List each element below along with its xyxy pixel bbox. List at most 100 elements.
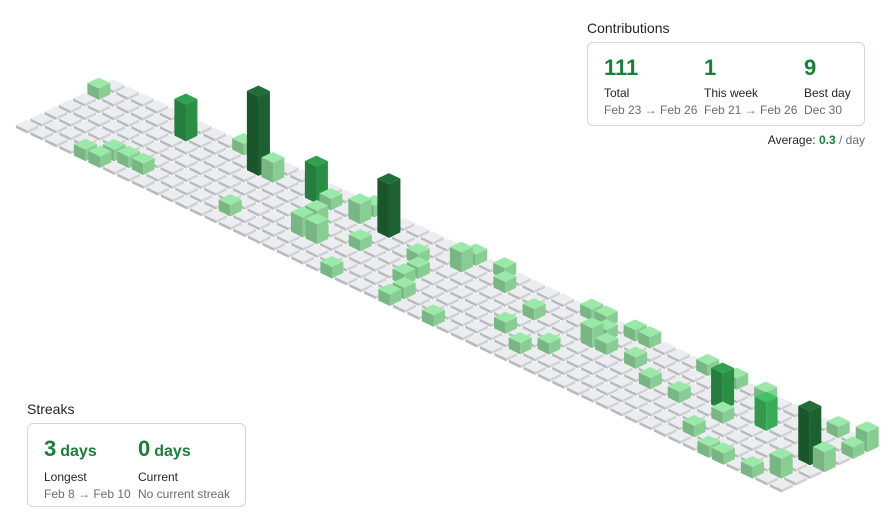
empty-day-cell — [130, 93, 154, 108]
bar-side-face — [157, 187, 170, 196]
contribution-bar — [449, 241, 473, 273]
bar-side-face — [737, 449, 750, 459]
bar-top-face — [204, 209, 228, 221]
bar-top-face — [740, 456, 764, 468]
bar-top-face — [624, 395, 648, 407]
bar-side-face — [665, 428, 677, 438]
bar-front-face — [189, 207, 202, 217]
bar-top-face — [291, 250, 315, 262]
bar-side-face — [346, 249, 358, 259]
bar-top-face — [117, 145, 141, 157]
bar-side-face — [606, 360, 619, 369]
bar-top-face — [392, 299, 416, 310]
empty-day-cell — [580, 347, 604, 362]
bar-front-face — [232, 174, 245, 183]
bar-top-face — [623, 319, 647, 331]
stat-current-streak: 0 days Current No current streak — [138, 436, 230, 501]
empty-day-cell — [609, 361, 633, 376]
bar-front-face — [145, 146, 158, 155]
empty-day-cell — [73, 92, 97, 107]
bar-side-face — [447, 284, 459, 293]
bar-top-face — [493, 292, 517, 304]
empty-day-cell — [624, 395, 648, 410]
bar-side-face — [56, 125, 68, 134]
longest-streak-range: Feb 8 → Feb 10 — [44, 487, 131, 501]
bar-front-face — [465, 338, 477, 348]
empty-day-cell — [667, 362, 691, 377]
empty-day-cell — [566, 354, 590, 369]
bar-top-face — [523, 347, 547, 359]
empty-day-cell — [145, 140, 169, 155]
bar-side-face — [432, 250, 444, 259]
bar-front-face — [552, 366, 564, 376]
empty-day-cell — [291, 237, 315, 252]
bar-top-face — [218, 175, 242, 187]
bar-front-face — [639, 421, 651, 431]
bar-top-face — [87, 113, 111, 125]
empty-day-cell — [479, 326, 503, 341]
empty-day-cell — [233, 209, 257, 224]
bar-top-face — [769, 424, 793, 435]
empty-day-cell — [609, 375, 634, 390]
bar-front-face — [87, 105, 100, 114]
bar-front-face — [552, 380, 564, 389]
bar-top-face — [203, 168, 227, 180]
bar-side-face — [186, 160, 198, 169]
bar-side-face — [649, 353, 662, 363]
bar-side-face — [360, 256, 373, 266]
bar-top-face — [247, 202, 271, 214]
bar-top-face — [725, 430, 750, 442]
bar-front-face — [551, 353, 564, 362]
bar-front-face — [174, 173, 187, 183]
bar-top-face — [304, 155, 328, 167]
bar-top-face — [189, 188, 213, 200]
contribution-bar — [754, 391, 778, 432]
bar-top-face — [349, 278, 373, 290]
bar-front-face — [624, 414, 637, 424]
bar-side-face — [258, 194, 271, 204]
bar-front-face — [652, 347, 665, 356]
bar-top-face — [291, 237, 315, 249]
bar-top-face — [464, 292, 488, 304]
bar-top-face — [653, 423, 677, 435]
bar-side-face — [201, 207, 213, 217]
bar-top-face — [261, 151, 285, 163]
current-streak-number: 0 — [138, 436, 151, 461]
contribution-bar — [174, 93, 198, 142]
bar-front-face — [580, 322, 593, 349]
bar-top-face — [740, 423, 764, 435]
empty-day-cell — [507, 286, 531, 301]
empty-day-cell — [551, 347, 576, 362]
bar-front-face — [479, 305, 491, 314]
bar-front-face — [652, 360, 665, 370]
longest-streak-value: 3 days — [44, 436, 131, 465]
empty-day-cell — [436, 319, 460, 334]
bar-front-face — [450, 291, 462, 300]
contribution-bar — [769, 447, 793, 479]
empty-day-cell — [188, 134, 212, 149]
bar-side-face — [563, 353, 576, 362]
bar-front-face — [494, 352, 506, 362]
bar-front-face — [116, 132, 129, 142]
empty-day-cell — [740, 437, 764, 452]
bar-front-face — [131, 125, 143, 135]
bar-front-face — [377, 256, 390, 266]
bar-top-face — [334, 217, 358, 228]
empty-day-cell — [580, 361, 605, 376]
bar-front-face — [276, 249, 289, 258]
bar-front-face — [59, 132, 71, 141]
empty-day-cell — [102, 120, 126, 135]
bar-top-face — [450, 272, 474, 284]
bar-top-face — [507, 286, 531, 298]
empty-day-cell — [595, 368, 619, 383]
bar-top-face — [349, 264, 373, 276]
bar-side-face — [548, 319, 561, 328]
empty-day-cell — [58, 113, 83, 128]
empty-day-cell — [116, 99, 140, 114]
empty-day-cell — [682, 396, 706, 411]
empty-day-cell — [334, 244, 358, 259]
bar-front-face — [740, 442, 753, 452]
empty-day-cell — [175, 195, 199, 210]
bar-top-face — [639, 402, 663, 414]
bar-front-face — [363, 277, 376, 286]
